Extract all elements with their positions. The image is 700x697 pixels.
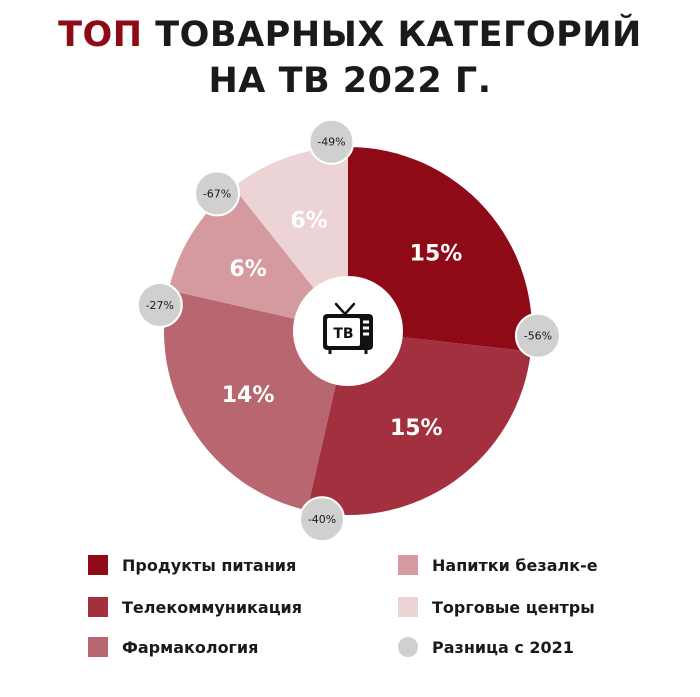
legend-item-pharma: Фармакология bbox=[88, 636, 258, 658]
legend-item-drinks: Напитки безалк-е bbox=[398, 554, 598, 576]
title-accent: ТОП bbox=[58, 15, 143, 55]
change-badge bbox=[299, 496, 346, 543]
change-badge bbox=[308, 118, 355, 165]
change-badge-label: -40% bbox=[308, 513, 336, 526]
title-line-1: ТОП ТОВАРНЫХ КАТЕГОРИЙ bbox=[0, 12, 700, 58]
legend-label: Телекоммуникация bbox=[122, 597, 303, 617]
legend-label: Продукты питания bbox=[122, 555, 297, 575]
pie-slice bbox=[348, 147, 532, 352]
legend-label: Торговые центры bbox=[432, 597, 595, 617]
tv-icon-label: ТВ bbox=[333, 326, 353, 342]
slice-percent-label: 14% bbox=[222, 383, 275, 408]
tv-icon: ТВ bbox=[323, 302, 373, 354]
legend-swatch bbox=[398, 637, 418, 657]
chart-title: ТОП ТОВАРНЫХ КАТЕГОРИЙ НА ТВ 2022 Г. bbox=[0, 12, 700, 104]
legend-swatch bbox=[398, 555, 418, 575]
change-badge-label: -49% bbox=[317, 136, 345, 149]
change-badge bbox=[136, 282, 183, 329]
slice-percent-label: 15% bbox=[410, 241, 463, 266]
legend-label: Напитки безалк-е bbox=[432, 555, 598, 575]
slice-percent-label: 15% bbox=[390, 416, 443, 441]
legend-label: Разница с 2021 bbox=[432, 637, 574, 657]
legend-swatch bbox=[88, 637, 108, 657]
change-badge-label: -56% bbox=[524, 330, 552, 343]
change-badge-label: -67% bbox=[203, 187, 231, 200]
change-badge-label: -27% bbox=[146, 299, 174, 312]
legend-item-food: Продукты питания bbox=[88, 554, 296, 576]
pie-slice bbox=[168, 187, 348, 331]
change-badge bbox=[194, 170, 241, 217]
title-line-2: НА ТВ 2022 Г. bbox=[208, 61, 492, 101]
slice-percent-label: 6% bbox=[229, 257, 266, 282]
change-badge bbox=[514, 312, 561, 359]
legend-swatch bbox=[88, 597, 108, 617]
title-line-1-rest: ТОВАРНЫХ КАТЕГОРИЙ bbox=[155, 15, 642, 55]
legend-swatch bbox=[88, 555, 108, 575]
legend-item-malls: Торговые центры bbox=[398, 596, 595, 618]
slice-percent-label: 6% bbox=[290, 209, 327, 234]
legend-label: Фармакология bbox=[122, 637, 259, 657]
legend-item-telecom: Телекоммуникация bbox=[88, 596, 302, 618]
legend-item-change: Разница с 2021 bbox=[398, 636, 574, 658]
legend-swatch bbox=[398, 597, 418, 617]
